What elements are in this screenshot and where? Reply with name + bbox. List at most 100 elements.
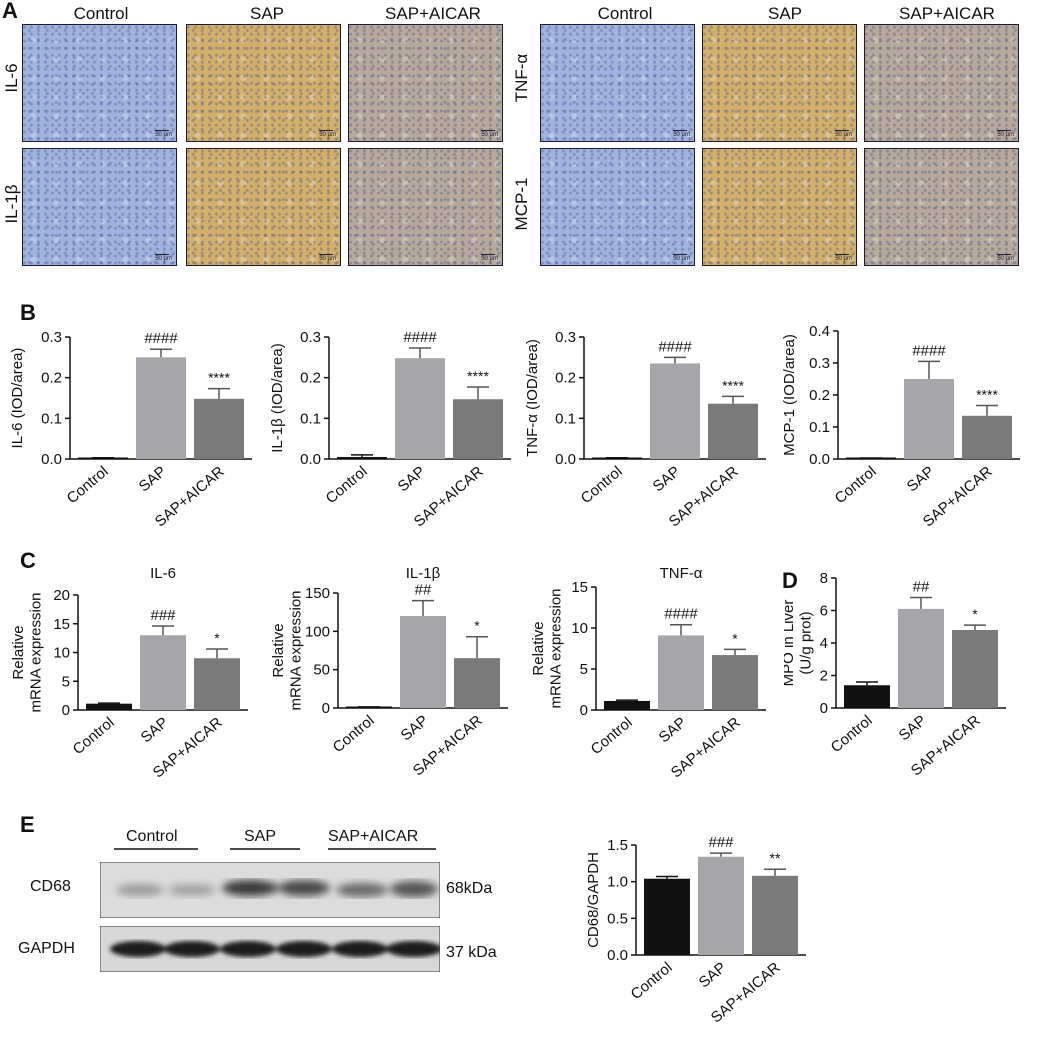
bar-sap-aicar xyxy=(194,398,244,459)
bar-sap-aicar xyxy=(962,415,1012,459)
panel-letter-a: A xyxy=(2,0,18,23)
bar-sap xyxy=(400,616,446,708)
chart-il6-mrna: 0 5 10 15 20 RelativemRNA expression IL-6 Contr… xyxy=(10,565,248,781)
y-tick-label: 0.2 xyxy=(555,370,576,387)
panel-letter-e: E xyxy=(20,812,35,837)
bar-sap xyxy=(898,608,944,708)
panel-letter-c: C xyxy=(20,548,36,573)
y-tick-label: 0.3 xyxy=(555,329,576,346)
panel-letter-d: D xyxy=(782,568,798,593)
y-axis-label: MCP-1 (IOD/area) xyxy=(781,334,798,456)
significance-label: **** xyxy=(208,370,230,386)
col-label-sap-left: SAP xyxy=(249,4,285,23)
chart-mcp1-iod: 0.0 0.1 0.2 0.3 0.4 MCP-1 (IOD/area) Control ##… xyxy=(781,323,1020,530)
micrograph-tnfa-sap: 50 μm xyxy=(702,24,857,142)
scale-bar: 50 μm xyxy=(319,256,336,262)
micrograph-il1b-sap-aicar: 50 μm xyxy=(348,148,503,266)
y-tick-label: 8 xyxy=(820,570,828,587)
scale-bar: 50 μm xyxy=(673,256,690,262)
micrograph-il1b-control: 50 μm xyxy=(22,148,177,266)
x-tick-label: SAP xyxy=(395,463,429,495)
y-tick-label: 0.0 xyxy=(300,451,321,468)
y-tick-label: 1.0 xyxy=(607,874,628,891)
significance-label: #### xyxy=(664,606,698,623)
significance-label: **** xyxy=(722,377,744,393)
significance-label: ** xyxy=(770,850,781,866)
bar-control xyxy=(86,703,132,710)
x-tick-label: SAP xyxy=(138,714,172,746)
col-label-sap-right: SAP xyxy=(767,4,803,23)
wb-cd68-strip xyxy=(100,862,440,918)
significance-label: * xyxy=(732,630,738,646)
row-label-tnfa: TNF-α xyxy=(512,53,531,103)
bar-sap xyxy=(395,358,445,459)
wb-group-sap-aicar: SAP+AICAR xyxy=(328,828,419,845)
y-tick-label: 0.2 xyxy=(300,370,321,387)
significance-label: ## xyxy=(913,579,930,596)
bar-sap-aicar xyxy=(194,658,240,710)
y-tick-label: 0 xyxy=(820,700,828,717)
row-label-il1b: IL-1β xyxy=(2,184,21,224)
chart-cd68-gapdh: 0.00.51.01.5CD68/GAPDHControl###SAP**SAP… xyxy=(585,834,806,1026)
y-tick-label: 15 xyxy=(53,616,70,633)
bar-sap-aicar xyxy=(708,403,758,459)
y-tick-label: 5 xyxy=(580,661,588,678)
y-tick-label: 0.1 xyxy=(300,410,321,427)
x-tick-label: Control xyxy=(588,714,636,758)
wb-label-cd68: CD68 xyxy=(30,878,71,895)
bar-sap-aicar xyxy=(712,655,758,710)
col-label-sap-aicar-left: SAP+AICAR xyxy=(385,4,481,23)
y-tick-label: 0.2 xyxy=(41,370,62,387)
wb-group-sap: SAP xyxy=(244,828,277,845)
row-label-mcp1: MCP-1 xyxy=(512,177,531,231)
chart-title: IL-1β xyxy=(406,565,441,582)
bar-control xyxy=(604,700,650,710)
micrograph-mcp1-sap: 50 μm xyxy=(702,148,857,266)
panel-letter-b: B xyxy=(20,300,36,325)
y-tick-label: 0 xyxy=(322,700,330,717)
wb-size-gapdh: 37 kDa xyxy=(446,944,497,961)
chart-title: IL-6 xyxy=(150,565,176,582)
y-axis-label: TNF-α (IOD/area) xyxy=(524,339,541,457)
bar-control xyxy=(844,685,890,708)
x-tick-label: Control xyxy=(832,463,880,507)
bar-sap-aicar xyxy=(752,875,798,955)
significance-label: ## xyxy=(415,582,432,599)
col-label-control-left: Control xyxy=(73,4,129,23)
bar-sap xyxy=(650,363,700,459)
y-tick-label: 0.2 xyxy=(809,387,830,404)
scale-bar: 50 μm xyxy=(481,132,498,138)
y-tick-label: 0.3 xyxy=(41,329,62,346)
y-tick-label: 10 xyxy=(53,645,70,662)
y-tick-label: 0.1 xyxy=(809,419,830,436)
scale-bar: 50 μm xyxy=(997,256,1014,262)
bar-sap-aicar xyxy=(454,658,500,708)
chart-il1b-iod: 0.0 0.1 0.2 0.3 IL-1β (IOD/area) Control #### S… xyxy=(269,329,511,530)
significance-label: * xyxy=(474,618,480,634)
significance-label: ### xyxy=(708,834,734,851)
y-tick-label: 100 xyxy=(305,623,330,640)
scale-bar: 50 μm xyxy=(155,256,172,262)
significance-label: #### xyxy=(658,338,692,355)
y-tick-label: 0.1 xyxy=(41,410,62,427)
bar-sap-aicar xyxy=(453,399,503,459)
x-tick-label: SAP xyxy=(904,463,938,495)
y-tick-label: 0 xyxy=(62,702,70,719)
bar-sap xyxy=(904,379,954,459)
x-tick-label: Control xyxy=(828,712,876,756)
scale-bar: 50 μm xyxy=(673,132,690,138)
y-tick-label: 0.1 xyxy=(555,410,576,427)
scale-bar: 50 μm xyxy=(481,256,498,262)
y-tick-label: 0.0 xyxy=(41,451,62,468)
significance-label: ### xyxy=(150,607,176,624)
chart-title: TNF-α xyxy=(660,565,703,582)
y-tick-label: 4 xyxy=(820,635,828,652)
wb-group-control: Control xyxy=(126,828,178,845)
y-axis-label: CD68/GAPDH xyxy=(585,852,602,948)
significance-label: * xyxy=(214,630,220,646)
bar-control xyxy=(644,878,690,955)
x-tick-label: SAP xyxy=(650,463,684,495)
micrograph-il6-sap-aicar: 50 μm xyxy=(348,24,503,142)
micrograph-il6-control: 50 μm xyxy=(22,24,177,142)
